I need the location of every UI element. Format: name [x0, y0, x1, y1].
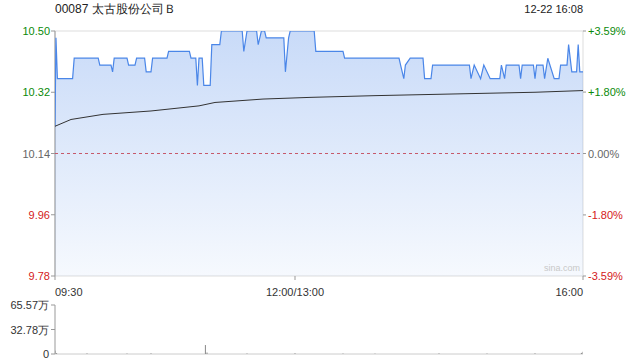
y2-tick-label: -1.80%: [588, 209, 623, 221]
vol-tick-label: 32.78万: [10, 324, 49, 336]
x-tick-label: 16:00: [555, 286, 583, 298]
vol-bar: [581, 353, 582, 354]
vol-bar: [439, 353, 440, 354]
vol-bar: [55, 351, 56, 354]
vol-bar: [56, 353, 57, 354]
y2-tick: [583, 153, 586, 154]
price-area: [55, 31, 583, 276]
y-tick-label: 9.96: [29, 209, 50, 221]
vol-bar: [207, 353, 208, 354]
watermark: sina.com: [544, 263, 580, 273]
y2-tick-label: -3.59%: [588, 270, 623, 282]
price-line: [55, 31, 583, 126]
vol-tick: [51, 305, 55, 306]
y2-tick: [583, 92, 586, 93]
vol-bar: [87, 353, 88, 354]
y2-tick-label: 0.00%: [588, 148, 619, 160]
y2-tick: [583, 31, 586, 32]
series-group: [55, 31, 583, 276]
y-tick: [51, 31, 55, 32]
x-tick: [583, 276, 584, 280]
vol-bar: [583, 352, 584, 354]
vol-tick-label: 65.57万: [10, 299, 49, 311]
y-tick: [51, 92, 55, 93]
y-tick-label: 10.32: [22, 86, 50, 98]
vol-bar: [247, 353, 248, 354]
y-tick-label: 9.78: [29, 270, 50, 282]
x-tick-label: 12:00/13:00: [266, 286, 324, 298]
vol-bar: [151, 353, 152, 354]
x-tick: [55, 276, 56, 280]
vol-baseline: [55, 354, 583, 355]
vol-bar: [343, 353, 344, 354]
y-tick: [51, 214, 55, 215]
vol-bar: [535, 353, 536, 354]
y-tick-label: 10.50: [22, 25, 50, 37]
y2-tick-label: +1.80%: [588, 86, 626, 98]
vol-tick-label: 0: [43, 348, 49, 360]
y-tick-label: 10.14: [22, 148, 50, 160]
y-tick: [51, 153, 55, 154]
vol-bar: [295, 353, 296, 354]
vol-tick: [51, 354, 55, 355]
y-tick: [51, 276, 55, 277]
vol-bar: [375, 353, 376, 354]
y2-tick: [583, 214, 586, 215]
vol-bars: [55, 345, 583, 354]
chart: 00087 太古股份公司Ｂ 12-22 16:08 10.50 10.32 10.14 9…: [0, 0, 640, 360]
title: 00087 太古股份公司Ｂ: [55, 2, 176, 16]
plot-frame: [55, 31, 583, 276]
x-tick-label: 09:30: [55, 286, 83, 298]
vol-tick: [51, 329, 55, 330]
subtitle: 12-22 16:08: [524, 3, 583, 15]
vol-bar: [487, 353, 488, 354]
y2-tick-label: +3.59%: [588, 25, 626, 37]
vol-bar: [127, 353, 128, 354]
avg-line: [55, 91, 583, 127]
vol-bar: [205, 345, 206, 354]
x-tick: [295, 276, 296, 280]
